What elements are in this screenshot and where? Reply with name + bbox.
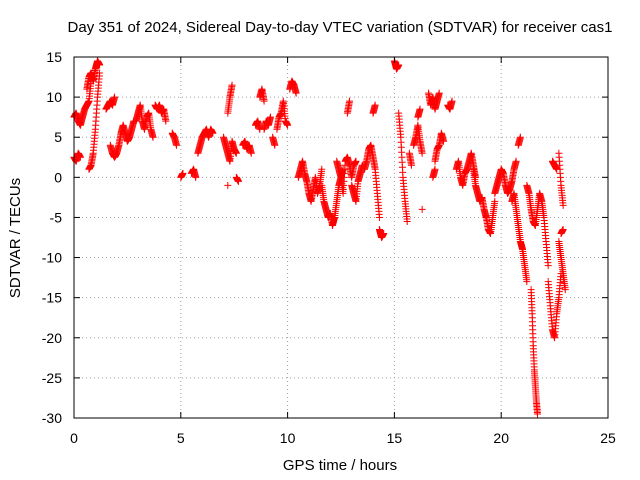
x-tick-label: 20 bbox=[493, 430, 509, 446]
y-tick-label: -25 bbox=[42, 370, 62, 386]
data-point-plus-marker bbox=[247, 149, 255, 157]
y-tick-label: 5 bbox=[54, 129, 62, 145]
data-point-plus-marker bbox=[209, 129, 217, 137]
data-point-plus-marker bbox=[559, 225, 567, 233]
data-point-plus-marker bbox=[544, 262, 552, 270]
data-point-plus-marker bbox=[228, 81, 236, 89]
x-tick-label: 10 bbox=[280, 430, 296, 446]
data-point-plus-marker bbox=[523, 278, 531, 286]
y-tick-label: 15 bbox=[46, 49, 62, 65]
data-point-plus-marker bbox=[284, 121, 292, 129]
data-point-plus-marker bbox=[96, 69, 104, 77]
data-point-plus-marker bbox=[111, 93, 119, 101]
data-point-plus-marker bbox=[292, 89, 300, 97]
y-tick-label: -5 bbox=[50, 209, 63, 225]
x-tick-labels: 0 5 10 15 20 25 bbox=[70, 430, 616, 446]
data-point-plus-marker bbox=[516, 133, 524, 141]
data-point-plus-marker bbox=[418, 149, 426, 157]
data-point-plus-marker bbox=[346, 97, 354, 105]
chart-title: Day 351 of 2024, Sidereal Day-to-day VTE… bbox=[68, 19, 613, 36]
data-point-plus-marker bbox=[561, 286, 569, 294]
x-axis-title: GPS time / hours bbox=[283, 457, 397, 474]
data-point-plus-marker bbox=[232, 149, 240, 157]
data-point-plus-marker bbox=[76, 153, 84, 161]
x-tick-label: 15 bbox=[387, 430, 403, 446]
data-point-plus-marker bbox=[375, 213, 383, 221]
y-tick-label: 10 bbox=[46, 89, 62, 105]
y-tick-label: -15 bbox=[42, 290, 62, 306]
data-point-plus-marker bbox=[431, 165, 439, 173]
data-point-plus-marker bbox=[179, 169, 187, 177]
plot-frame bbox=[73, 56, 609, 419]
data-point-plus-marker bbox=[149, 133, 157, 141]
data-point-plus-marker bbox=[318, 165, 326, 173]
data-point-plus-marker bbox=[271, 141, 279, 149]
data-point-plus-marker bbox=[435, 89, 443, 97]
data-point-plus-marker bbox=[407, 161, 415, 169]
data-point-plus-marker bbox=[416, 105, 424, 113]
y-axis-title: SDTVAR / TECUs bbox=[7, 178, 24, 298]
data-point-plus-marker bbox=[192, 173, 200, 181]
data-point-plus-marker bbox=[448, 97, 456, 105]
data-point-plus-marker bbox=[260, 97, 268, 105]
y-tick-label: -20 bbox=[42, 330, 62, 346]
data-point-plus-marker bbox=[224, 181, 232, 189]
data-point-plus-marker bbox=[96, 61, 104, 69]
data-point-plus-marker bbox=[559, 201, 567, 209]
x-tick-label: 25 bbox=[600, 430, 616, 446]
data-point-plus-marker bbox=[395, 61, 403, 69]
data-point-plus-marker bbox=[371, 101, 379, 109]
y-tick-label: -30 bbox=[42, 410, 62, 426]
data-point-plus-marker bbox=[440, 137, 448, 145]
data-point-plus-marker bbox=[173, 141, 181, 149]
data-point-plus-marker bbox=[380, 229, 388, 237]
data-points bbox=[70, 57, 569, 418]
axis-ticks bbox=[73, 56, 609, 419]
y-tick-labels: -30 -25 -20 -15 -10 -5 0 5 10 15 bbox=[42, 49, 62, 426]
y-tick-label: -10 bbox=[42, 250, 62, 266]
data-point-plus-marker bbox=[512, 157, 520, 165]
data-point-plus-marker bbox=[491, 197, 499, 205]
x-tick-label: 5 bbox=[177, 430, 185, 446]
grid-lines bbox=[74, 57, 608, 418]
data-point-plus-marker bbox=[352, 157, 360, 165]
data-point-plus-marker bbox=[534, 410, 542, 418]
data-point-plus-marker bbox=[234, 177, 242, 185]
data-point-plus-marker bbox=[403, 217, 411, 225]
data-point-plus-marker bbox=[267, 113, 275, 121]
data-point-plus-marker bbox=[162, 117, 170, 125]
y-tick-label: 0 bbox=[54, 169, 62, 185]
x-tick-label: 0 bbox=[70, 430, 78, 446]
data-point-plus-marker bbox=[418, 205, 426, 213]
